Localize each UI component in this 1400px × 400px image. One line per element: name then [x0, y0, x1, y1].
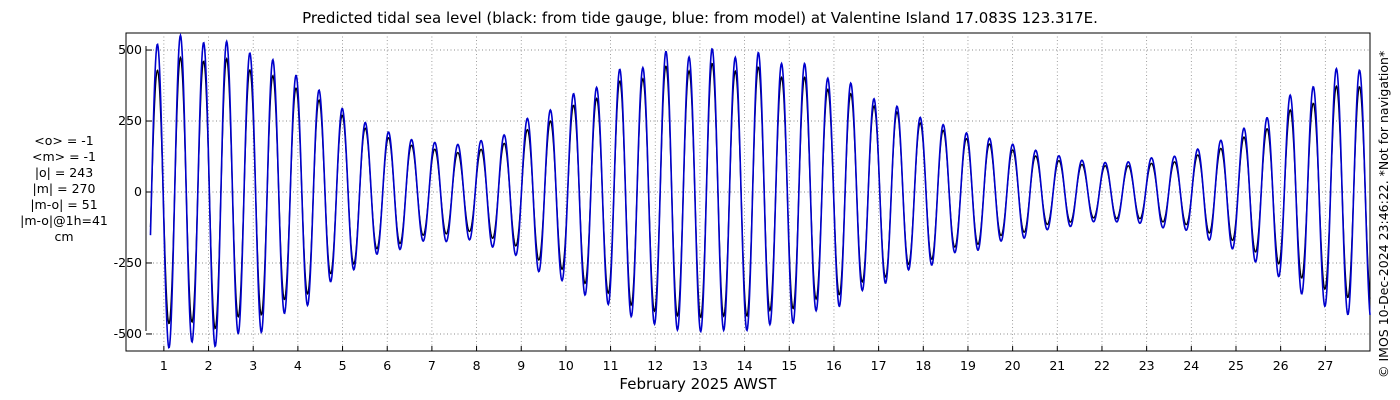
x-tick-label: 25 — [1228, 358, 1244, 373]
x-tick-label: 21 — [1049, 358, 1065, 373]
series-layer — [149, 32, 1371, 349]
x-tick-label: 26 — [1273, 358, 1289, 373]
x-tick-label: 4 — [294, 358, 302, 373]
stat-abs-difference-1h: |m-o|@1h=41 — [20, 213, 108, 228]
x-tick-label: 3 — [249, 358, 257, 373]
x-tick-label: 8 — [473, 358, 481, 373]
statistics-panel: <o> = -1 <m> = -1 |o| = 243 |m| = 270 |m… — [10, 133, 118, 245]
x-tick-label: 22 — [1094, 358, 1110, 373]
x-tick-label: 7 — [428, 358, 436, 373]
stat-abs-difference: |m-o| = 51 — [30, 197, 98, 212]
x-tick-label: 2 — [205, 358, 213, 373]
x-tick-label: 24 — [1183, 358, 1199, 373]
stat-mean-model: <m> = -1 — [31, 149, 96, 164]
x-tick-label: 19 — [960, 358, 976, 373]
x-tick-label: 15 — [781, 358, 797, 373]
x-tick-label: 1 — [160, 358, 168, 373]
stat-mean-observed: <o> = -1 — [34, 133, 94, 148]
y-tick-label: 0 — [134, 184, 142, 199]
x-tick-label: 13 — [692, 358, 708, 373]
x-tick-label: 23 — [1139, 358, 1155, 373]
series-model — [149, 32, 1371, 349]
x-tick-label: 12 — [647, 358, 663, 373]
x-tick-label: 20 — [1005, 358, 1021, 373]
copyright-note: © IMOS 10-Dec-2024 23:46:22. *Not for na… — [1376, 50, 1391, 378]
x-tick-label: 17 — [871, 358, 887, 373]
x-tick-label: 16 — [826, 358, 842, 373]
x-tick-label: 11 — [603, 358, 619, 373]
y-tick-label: -500 — [114, 326, 142, 341]
x-tick-label: 27 — [1317, 358, 1333, 373]
x-tick-label: 9 — [517, 358, 525, 373]
x-tick-label: 10 — [558, 358, 574, 373]
stat-abs-observed: |o| = 243 — [34, 165, 94, 180]
x-tick-label: 6 — [383, 358, 391, 373]
y-tick-label: -250 — [114, 255, 142, 270]
x-tick-label: 14 — [737, 358, 753, 373]
stat-unit: cm — [54, 229, 74, 244]
y-tick-label: 250 — [118, 113, 142, 128]
x-axis-label: February 2025 AWST — [619, 375, 777, 393]
y-tick-label: 500 — [118, 42, 142, 57]
x-tick-label: 18 — [915, 358, 931, 373]
x-tick-label: 5 — [339, 358, 347, 373]
stat-abs-model: |m| = 270 — [32, 181, 96, 196]
chart-title: Predicted tidal sea level (black: from t… — [302, 9, 1098, 27]
